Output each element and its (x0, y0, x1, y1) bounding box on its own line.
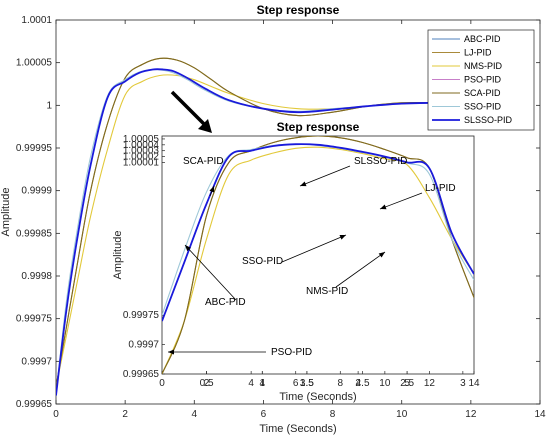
annotation-arrowhead-pso-pid (168, 349, 174, 355)
legend-label-lj-pid: LJ-PID (464, 48, 492, 58)
annotation-abc-pid: ABC-PID (205, 297, 246, 308)
main-ytick-label: 0.9997 (21, 356, 52, 367)
annotation-pso-pid: PSO-PID (271, 347, 312, 358)
annotation-nms-pid: NMS-PID (306, 286, 348, 297)
annotation-arrow-lj-pid (379, 192, 423, 210)
legend-label-pso-pid: PSO-PID (464, 75, 502, 85)
main-ytick-label: 0.9998 (21, 271, 52, 282)
annotation-arrowhead-abc-pid (185, 245, 191, 252)
inset-title: Step response (277, 120, 360, 134)
inset-xtick-label: 4 (248, 378, 254, 389)
main-y-axis-label: Amplitude (0, 188, 12, 237)
annotation-arrowhead-sso-pid (339, 235, 346, 240)
inset-ytick-label: 1.00005 (123, 134, 160, 145)
inset-xtick-label: 2 (355, 378, 361, 389)
annotation-arrowhead-lj-pid (380, 204, 387, 210)
main-xtick-label: 4 (192, 409, 198, 420)
main-title: Step response (257, 3, 340, 17)
inset-xtick-label: 5 (404, 378, 410, 389)
main-series-slsso-pid (56, 68, 471, 396)
inset-ytick-label: 1.00004 (123, 140, 160, 151)
annotation-arrowhead-nms-pid (378, 252, 385, 258)
legend-label-slsso-pid: SLSSO-PID (464, 115, 513, 125)
inset-xtick-label: 14 (468, 378, 480, 389)
main-ytick-label: 1.0001 (21, 15, 52, 26)
main-xtick-label: 10 (396, 409, 408, 420)
inset-y-axis-label: Amplitude (112, 231, 124, 280)
main-xtick-label: 14 (534, 409, 546, 420)
annotation-arrow-sso-pid (281, 234, 347, 263)
inset-xtick-label: 1 (260, 378, 266, 389)
main-xtick-label: 12 (465, 409, 477, 420)
inset-xtick-label: 6 (293, 378, 299, 389)
inset-xtick-label: 4.5 (356, 378, 370, 389)
inset-xtick-label: 2.5 (400, 378, 414, 389)
main-series-group (56, 57, 471, 396)
inset-ytick-label: 0.99965 (123, 369, 160, 380)
inset-xtick-label: 0 (159, 378, 165, 389)
annotation-arrowhead-slsso-pid (300, 181, 307, 187)
main-ytick-label: 1 (46, 100, 52, 111)
annotation-arrow-nms-pid (335, 251, 386, 288)
zoom-arrow (170, 90, 208, 128)
annotation-arrow-abc-pid (184, 244, 237, 301)
inset-ytick-label: 1.00003 (123, 146, 160, 157)
inset-xtick-label: 10 (379, 378, 391, 389)
zoom-arrow-head (198, 119, 212, 133)
main-ytick-label: 0.99965 (16, 399, 53, 410)
main-ytick-label: 0.99995 (16, 143, 53, 154)
inset-ytick-label: 1.00001 (123, 157, 160, 168)
legend-label-sso-pid: SSO-PID (464, 102, 502, 112)
annotation-sso-pid: SSO-PID (242, 256, 283, 267)
annotation-slsso-pid: SLSSO-PID (354, 156, 407, 167)
main-ytick-label: 0.9999 (21, 186, 52, 197)
inset-ytick-label: 0.99975 (123, 310, 160, 321)
inset-ytick-label: 1.00002 (123, 152, 160, 163)
inset-xtick-label: 3 (460, 378, 466, 389)
legend-label-nms-pid: NMS-PID (464, 61, 503, 71)
inset-xtick-label: 1.5 (300, 378, 314, 389)
inset-x-axis-label: Time (Seconds) (279, 391, 356, 403)
main-ytick-label: 1.00005 (16, 58, 53, 69)
main-xtick-label: 8 (330, 409, 336, 420)
inset-series-nms-pid (162, 146, 474, 374)
inset-xtick-label: 2 (204, 378, 210, 389)
inset-xtick-label: 12 (424, 378, 436, 389)
inset-xtick-label: 3.5 (300, 378, 314, 389)
inset-xtick-label: 4 (260, 378, 266, 389)
inset-series-sca-pid (162, 136, 474, 374)
main-ytick-label: 0.99985 (16, 228, 53, 239)
legend-label-abc-pid: ABC-PID (464, 34, 501, 44)
annotation-arrow-slsso-pid (299, 165, 351, 187)
main-xtick-label: 0 (53, 409, 59, 420)
main-x-axis-label: Time (Seconds) (259, 423, 336, 435)
inset-ytick-label: 0.9997 (128, 340, 159, 351)
main-xtick-label: 2 (122, 409, 128, 420)
inset-axes-box (161, 135, 475, 375)
inset-xtick-label: 0.5 (200, 378, 214, 389)
main-xtick-label: 6 (261, 409, 267, 420)
inset-xtick-label: 8 (338, 378, 344, 389)
annotation-lj-pid: LJ-PID (425, 183, 456, 194)
annotation-arrowhead-sca-pid (209, 186, 215, 193)
annotation-sca-pid: SCA-PID (183, 156, 224, 167)
main-ytick-label: 0.99975 (16, 314, 53, 325)
legend-label-sca-pid: SCA-PID (464, 88, 501, 98)
